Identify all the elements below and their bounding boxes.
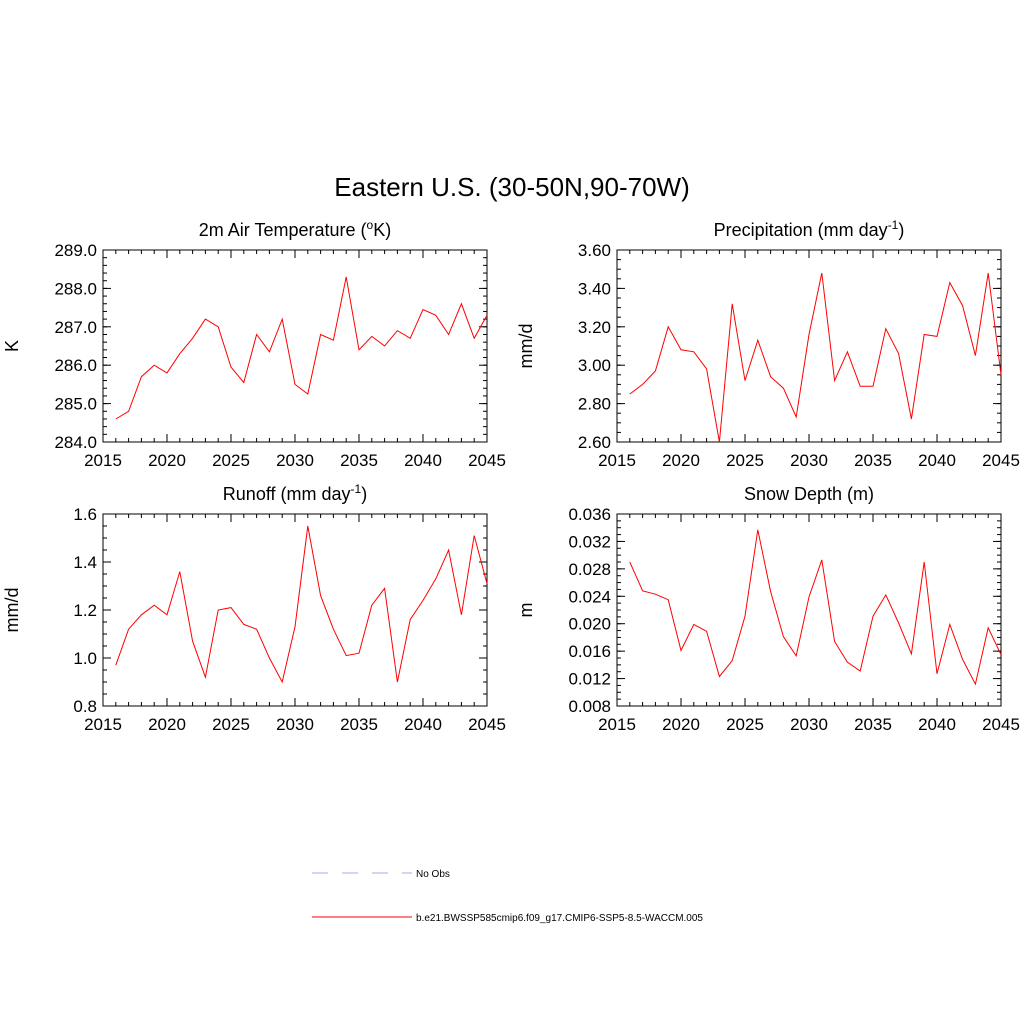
air-temperature-ylabel: K [2, 340, 22, 352]
precipitation-title: Precipitation (mm day-1) [714, 218, 905, 240]
air-temperature-ytick-label: 288.0 [54, 279, 97, 298]
snow-depth-ytick-label: 0.032 [568, 532, 611, 551]
precipitation-xtick-label: 2035 [854, 451, 892, 470]
precipitation-ytick-label: 3.60 [578, 241, 611, 260]
snow-depth-title-main: Snow Depth (m) [744, 484, 874, 504]
precipitation-ytick-label: 3.20 [578, 318, 611, 337]
runoff-ytick-label: 1.0 [73, 649, 97, 668]
air-temperature-xtick-label: 2015 [84, 451, 122, 470]
snow-depth-xtick-label: 2015 [598, 715, 636, 734]
air-temperature-xtick-label: 2040 [404, 451, 442, 470]
air-temperature-xtick-label: 2030 [276, 451, 314, 470]
snow-depth-ytick-label: 0.028 [568, 560, 611, 579]
precipitation-ytick-label: 2.60 [578, 433, 611, 452]
runoff-ytick-label: 1.2 [73, 601, 97, 620]
air-temperature-xtick-label: 2035 [340, 451, 378, 470]
snow-depth-xtick-label: 2025 [726, 715, 764, 734]
air-temperature-title: 2m Air Temperature (oK) [199, 218, 391, 240]
air-temperature-xtick-label: 2020 [148, 451, 186, 470]
precipitation-xtick-label: 2015 [598, 451, 636, 470]
runoff-xtick-label: 2015 [84, 715, 122, 734]
panel-runoff: 2015 2020 2025 2030 2035 2040 2045 0.8 1.0 1.2 1.4… [2, 482, 506, 734]
air-temperature-plot-frame [102, 249, 488, 443]
snow-depth-ytick-label: 0.024 [568, 587, 611, 606]
snow-depth-plot-frame [616, 513, 1002, 707]
air-temperature-title-main: 2m Air Temperature ( [199, 220, 367, 240]
precipitation-ytick-label: 3.00 [578, 356, 611, 375]
runoff-ytick-label: 1.4 [73, 553, 97, 572]
snow-depth-ytick-label: 0.036 [568, 505, 611, 524]
air-temperature-ytick-label: 285.0 [54, 395, 97, 414]
precipitation-ytick-label: 3.40 [578, 279, 611, 298]
figure-title: Eastern U.S. (30-50N,90-70W) [334, 172, 689, 202]
precipitation-xtick-label: 2040 [918, 451, 956, 470]
legend-label-no-obs: No Obs [416, 869, 450, 880]
runoff-ytick-label: 1.6 [73, 505, 97, 524]
snow-depth-title: Snow Depth (m) [744, 484, 874, 504]
precipitation-xtick-label: 2025 [726, 451, 764, 470]
precipitation-xtick-label: 2020 [662, 451, 700, 470]
runoff-xtick-label: 2020 [148, 715, 186, 734]
snow-depth-xtick-label: 2040 [918, 715, 956, 734]
air-temperature-ytick-label: 287.0 [54, 318, 97, 337]
air-temperature-xtick-label: 2025 [212, 451, 250, 470]
snow-depth-xtick-label: 2030 [790, 715, 828, 734]
runoff-xtick-label: 2030 [276, 715, 314, 734]
runoff-xtick-label: 2035 [340, 715, 378, 734]
snow-depth-xtick-label: 2045 [982, 715, 1020, 734]
air-temperature-title-sup: o [367, 218, 374, 232]
snow-depth-ytick-label: 0.020 [568, 615, 611, 634]
precipitation-series-line [629, 272, 1002, 443]
snow-depth-ytick-label: 0.008 [568, 697, 611, 716]
precipitation-plot-frame [616, 249, 1002, 443]
snow-depth-ytick-label: 0.012 [568, 670, 611, 689]
panel-air-temperature: 2015 2020 2025 2030 2035 2040 2045 284.0 285.0 28… [2, 218, 506, 470]
precipitation-ytick-label: 2.80 [578, 395, 611, 414]
precipitation-xtick-label: 2045 [982, 451, 1020, 470]
runoff-title: Runoff (mm day-1) [223, 482, 367, 504]
panel-snow-depth: 2015 2020 2025 2030 2035 2040 2045 0.008 0.012 0.… [516, 484, 1020, 734]
legend-label-model: b.e21.BWSSP585cmip6.f09_g17.CMIP6-SSP5-8… [416, 913, 703, 924]
runoff-xtick-label: 2040 [404, 715, 442, 734]
runoff-xtick-label: 2045 [468, 715, 506, 734]
runoff-ylabel: mm/d [2, 588, 22, 633]
precipitation-title-sup: -1 [888, 218, 899, 232]
runoff-title-main: Runoff (mm day [223, 484, 351, 504]
snow-depth-xtick-label: 2020 [662, 715, 700, 734]
air-temperature-ytick-label: 284.0 [54, 433, 97, 452]
runoff-ytick-label: 0.8 [73, 697, 97, 716]
air-temperature-series-line [115, 276, 488, 420]
snow-depth-xtick-label: 2035 [854, 715, 892, 734]
air-temperature-ytick-label: 286.0 [54, 356, 97, 375]
panel-precipitation: 2015 2020 2025 2030 2035 2040 2045 2.60 2.80 3.00… [516, 218, 1020, 470]
precipitation-title-main: Precipitation (mm day [714, 220, 888, 240]
runoff-title-suffix: ) [361, 484, 367, 504]
precipitation-title-suffix: ) [898, 220, 904, 240]
air-temperature-title-suffix: K) [373, 220, 391, 240]
snow-depth-ylabel: m [516, 603, 536, 618]
snow-depth-series-line [629, 529, 1002, 686]
runoff-xtick-label: 2025 [212, 715, 250, 734]
snow-depth-ytick-label: 0.016 [568, 642, 611, 661]
runoff-title-sup: -1 [351, 482, 362, 496]
precipitation-xtick-label: 2030 [790, 451, 828, 470]
air-temperature-ytick-label: 289.0 [54, 241, 97, 260]
runoff-series-line [115, 525, 488, 684]
air-temperature-xtick-label: 2045 [468, 451, 506, 470]
legend: No Obs b.e21.BWSSP585cmip6.f09_g17.CMIP6… [312, 869, 703, 924]
precipitation-ylabel: mm/d [516, 324, 536, 369]
